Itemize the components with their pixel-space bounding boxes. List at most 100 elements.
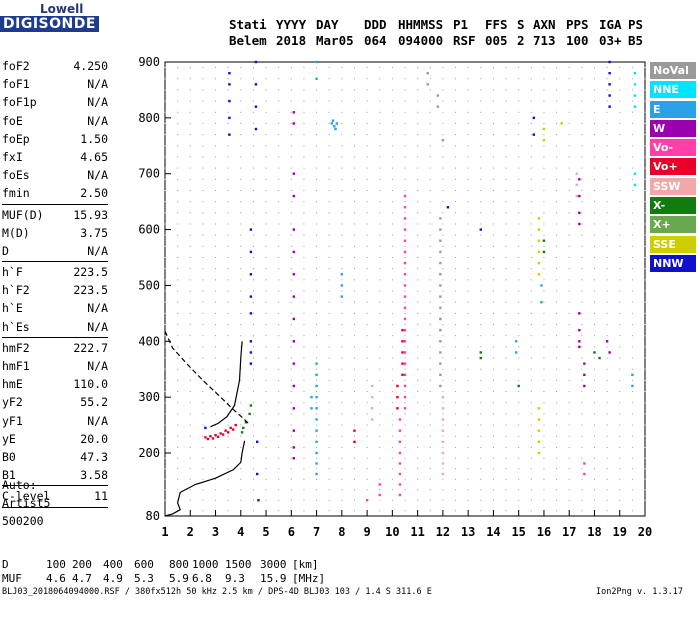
grid-dot <box>518 499 520 501</box>
grid-dot <box>467 301 469 303</box>
grid-dot <box>442 312 444 314</box>
grid-dot <box>391 457 393 459</box>
grid-dot <box>265 245 267 247</box>
x-tick-label: 10 <box>385 525 399 539</box>
grid-dot <box>455 122 457 124</box>
grid-dot <box>252 489 254 491</box>
grid-dot <box>492 134 494 136</box>
grid-dot <box>366 312 368 314</box>
grid-dot <box>619 379 621 381</box>
grid-dot <box>455 145 457 147</box>
grid-dot <box>353 489 355 491</box>
grid-dot <box>391 134 393 136</box>
grid-dot <box>568 234 570 236</box>
grid-dot <box>556 290 558 292</box>
grid-dot <box>442 268 444 270</box>
grid-dot <box>581 312 583 314</box>
grid-dot <box>164 111 166 113</box>
grid-dot <box>631 457 633 459</box>
grid-dot <box>455 178 457 180</box>
grid-dot <box>581 457 583 459</box>
param-row: hmF1 N/A <box>2 357 108 375</box>
grid-dot <box>278 167 280 169</box>
grid-dot <box>631 379 633 381</box>
grid-dot <box>189 89 191 91</box>
grid-dot <box>644 156 646 158</box>
grid-dot <box>530 223 532 225</box>
grid-dot <box>518 290 520 292</box>
grid-dot <box>328 122 330 124</box>
grid-dot <box>505 368 507 370</box>
grid-dot <box>303 413 305 415</box>
grid-dot <box>366 212 368 214</box>
param-value: 222.7 <box>73 340 108 355</box>
grid-dot <box>189 268 191 270</box>
grid-dot <box>353 89 355 91</box>
grid-dot <box>316 413 318 415</box>
grid-dot <box>631 156 633 158</box>
grid-dot <box>341 268 343 270</box>
grid-dot <box>164 324 166 326</box>
grid-dot <box>543 245 545 247</box>
grid-dot <box>530 346 532 348</box>
grid-dot <box>164 290 166 292</box>
grid-dot <box>303 402 305 404</box>
grid-dot <box>480 145 482 147</box>
echo-point <box>439 306 442 309</box>
grid-dot <box>530 257 532 258</box>
grid-dot <box>252 357 254 359</box>
echo-point <box>401 373 404 376</box>
grid-dot <box>189 435 191 437</box>
grid-dot <box>581 510 583 512</box>
grid-dot <box>303 212 305 214</box>
grid-dot <box>252 122 254 124</box>
grid-dot <box>644 290 646 292</box>
grid-dot <box>366 368 368 370</box>
grid-dot <box>631 324 633 326</box>
param-label: yE <box>2 431 16 446</box>
grid-dot <box>316 391 318 393</box>
echo-point <box>575 183 578 187</box>
grid-dot <box>303 245 305 247</box>
grid-dot <box>644 89 646 91</box>
grid-dot <box>240 100 242 102</box>
grid-dot <box>290 78 292 80</box>
grid-dot <box>505 478 507 480</box>
echo-point <box>221 433 225 436</box>
echo-point <box>403 395 407 399</box>
grid-dot <box>543 100 545 102</box>
grid-dot <box>353 167 355 169</box>
header-value-1: 2018 <box>276 33 307 48</box>
echo-point <box>292 122 296 125</box>
grid-dot <box>227 178 229 180</box>
grid-dot <box>619 402 621 404</box>
grid-dot <box>164 67 166 69</box>
echo-point <box>292 194 296 198</box>
echo-point <box>254 127 258 131</box>
y-tick-label: 700 <box>138 167 160 181</box>
grid-dot <box>278 268 280 270</box>
grid-dot <box>227 257 229 258</box>
grid-dot <box>366 335 368 337</box>
grid-dot <box>227 223 229 225</box>
grid-dot <box>518 402 520 404</box>
grid-dot <box>455 134 457 136</box>
echo-point <box>226 431 230 434</box>
grid-dot <box>240 424 242 426</box>
grid-dot <box>189 100 191 102</box>
grid-dot <box>467 67 469 69</box>
grid-dot <box>189 346 191 348</box>
grid-dot <box>581 446 583 448</box>
grid-dot <box>404 424 406 426</box>
grid-dot <box>202 489 204 491</box>
grid-dot <box>379 100 381 102</box>
grid-dot <box>177 499 179 501</box>
grid-dot <box>429 201 431 203</box>
grid-dot <box>164 499 166 501</box>
echo-point <box>292 228 296 231</box>
grid-dot <box>303 368 305 370</box>
echo-point <box>537 440 541 444</box>
x-tick-label: 2 <box>187 525 194 539</box>
grid-dot <box>606 279 608 281</box>
grid-dot <box>568 100 570 102</box>
